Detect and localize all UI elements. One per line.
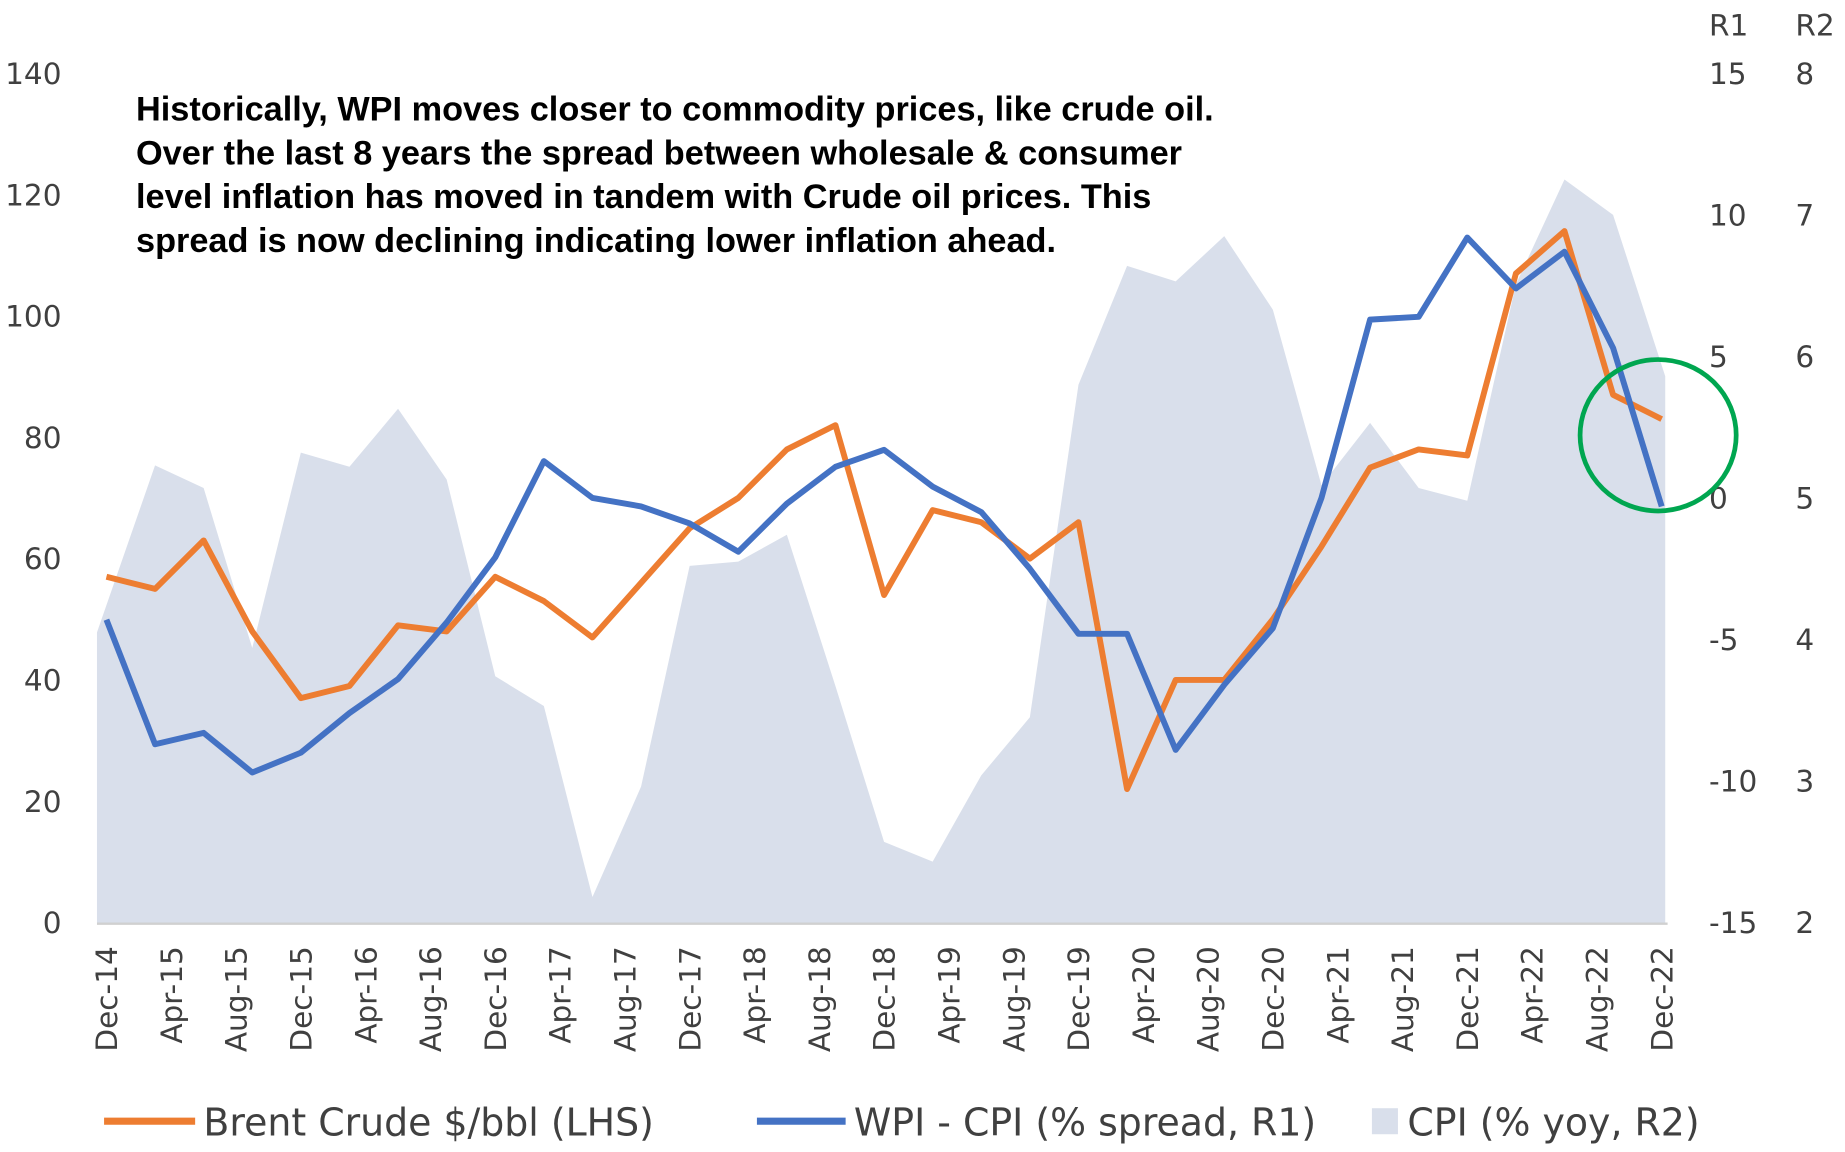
x-axis-tick: Apr-17 bbox=[544, 946, 578, 1043]
x-axis-tick: Dec-15 bbox=[284, 946, 318, 1051]
r2-axis-tick: 3 bbox=[1795, 765, 1814, 799]
x-axis-tick: Aug-18 bbox=[803, 946, 837, 1052]
r2-axis-tick: 2 bbox=[1795, 906, 1814, 940]
highlight-circle bbox=[1577, 357, 1739, 514]
legend-swatch-cpi bbox=[1371, 1108, 1398, 1135]
left-axis-tick: 100 bbox=[5, 300, 61, 334]
x-axis-tick: Dec-20 bbox=[1257, 946, 1291, 1051]
annotation-text: Historically, WPI moves closer to commod… bbox=[136, 91, 1214, 260]
x-axis-tick: Aug-20 bbox=[1192, 946, 1226, 1052]
cpi-area bbox=[96, 179, 1666, 923]
x-axis-tick: Aug-21 bbox=[1386, 946, 1420, 1052]
x-axis-tick: Apr-19 bbox=[933, 946, 967, 1043]
x-axis-tick: Dec-19 bbox=[1062, 946, 1096, 1051]
r1-axis-tick: 15 bbox=[1709, 57, 1747, 91]
x-axis-tick: Dec-21 bbox=[1451, 946, 1485, 1051]
x-axis-tick: Aug-17 bbox=[608, 946, 642, 1052]
x-axis-tick: Apr-15 bbox=[155, 946, 189, 1043]
left-axis-tick: 20 bbox=[24, 785, 62, 819]
x-axis-tick: Apr-18 bbox=[738, 946, 772, 1043]
x-axis-tick: Aug-22 bbox=[1581, 946, 1615, 1052]
annotation-line-2: Over the last 8 years the spread between… bbox=[136, 134, 1182, 172]
left-axis-tick: 60 bbox=[24, 542, 62, 576]
left-axis-tick: 120 bbox=[5, 178, 61, 212]
r2-axis-tick: 7 bbox=[1795, 199, 1814, 233]
annotation-line-3: level inflation has moved in tandem with… bbox=[136, 178, 1151, 216]
r2-axis-tick: 4 bbox=[1795, 623, 1814, 657]
x-axis-tick: Apr-20 bbox=[1127, 946, 1161, 1043]
x-axis-tick: Dec-16 bbox=[479, 946, 513, 1051]
x-axis-tick: Apr-16 bbox=[349, 946, 383, 1043]
left-axis-tick: 0 bbox=[43, 906, 62, 940]
r2-axis-tick: 6 bbox=[1795, 340, 1814, 374]
r1-axis-tick: -5 bbox=[1709, 623, 1738, 657]
left-axis-tick: 80 bbox=[24, 421, 62, 455]
r2-axis-tick: 8 bbox=[1795, 57, 1814, 91]
r1-axis-tick: -10 bbox=[1709, 765, 1757, 799]
r1-axis-tick: 5 bbox=[1709, 340, 1728, 374]
r1-axis-tick: 10 bbox=[1709, 199, 1747, 233]
r2-axis-tick: 5 bbox=[1795, 482, 1814, 516]
x-axis-tick: Dec-17 bbox=[673, 946, 707, 1051]
left-axis-tick: 140 bbox=[5, 57, 61, 91]
r2-axis-header: R2 bbox=[1795, 9, 1834, 43]
tick-labels: 020406080100120140-15-10-50510152345678D… bbox=[5, 57, 1814, 1052]
x-axis-tick: Aug-19 bbox=[997, 946, 1031, 1052]
lines-layer bbox=[103, 228, 1665, 793]
r1-axis-header: R1 bbox=[1709, 9, 1748, 43]
cpi-area-layer bbox=[96, 179, 1666, 923]
annotation-line-1: Historically, WPI moves closer to commod… bbox=[136, 91, 1214, 129]
legend-label-brent: Brent Crude $/bbl (LHS) bbox=[203, 1100, 653, 1144]
legend: Brent Crude $/bbl (LHS) WPI - CPI (% spr… bbox=[104, 1100, 1700, 1144]
x-axis-tick: Apr-21 bbox=[1321, 946, 1355, 1043]
x-axis-tick: Aug-15 bbox=[220, 946, 254, 1052]
x-axis-tick: Dec-22 bbox=[1645, 946, 1679, 1051]
r1-axis-tick: -15 bbox=[1709, 906, 1757, 940]
x-axis-tick: Aug-16 bbox=[414, 946, 448, 1052]
left-axis-tick: 40 bbox=[24, 664, 62, 698]
x-axis-tick: Dec-14 bbox=[90, 946, 124, 1051]
legend-label-cpi: CPI (% yoy, R2) bbox=[1407, 1100, 1699, 1144]
x-axis-tick: Apr-22 bbox=[1516, 946, 1550, 1043]
legend-label-wpi-cpi: WPI - CPI (% spread, R1) bbox=[854, 1100, 1316, 1144]
annotation-line-4: spread is now declining indicating lower… bbox=[136, 222, 1056, 260]
x-axis-tick: Dec-18 bbox=[868, 946, 902, 1051]
